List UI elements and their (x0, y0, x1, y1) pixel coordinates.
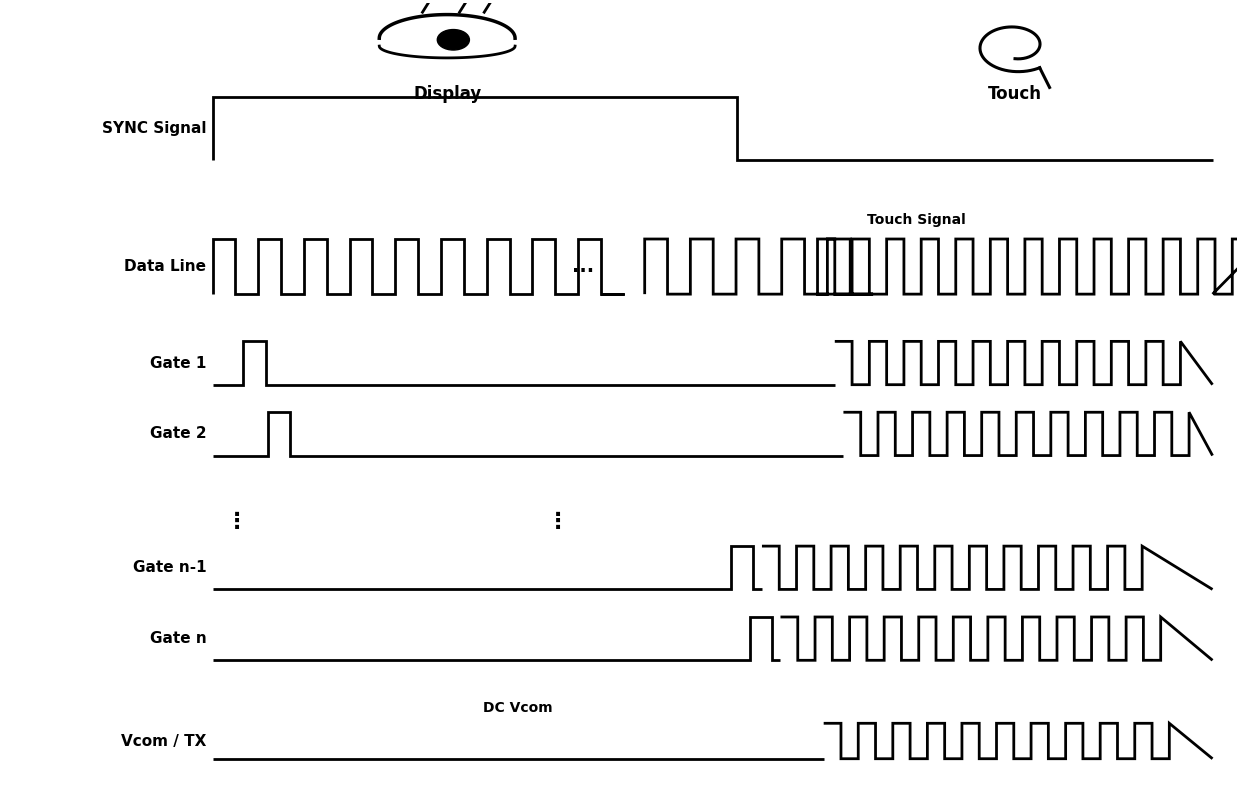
Text: Data Line: Data Line (124, 259, 207, 274)
Text: ...: ... (572, 257, 594, 276)
Text: DC Vcom: DC Vcom (484, 702, 553, 715)
Text: Gate n-1: Gate n-1 (133, 561, 207, 575)
Text: Touch Signal: Touch Signal (867, 213, 966, 228)
Text: Vcom / TX: Vcom / TX (122, 734, 207, 749)
Text: Gate 2: Gate 2 (150, 427, 207, 442)
Text: ⋮: ⋮ (226, 512, 248, 532)
Text: Gate n: Gate n (150, 631, 207, 646)
Text: ⋮: ⋮ (547, 512, 569, 532)
Circle shape (438, 29, 470, 50)
Text: SYNC Signal: SYNC Signal (102, 121, 207, 136)
Text: Display: Display (413, 86, 481, 103)
Text: Touch: Touch (988, 86, 1042, 103)
Text: Gate 1: Gate 1 (150, 355, 207, 370)
